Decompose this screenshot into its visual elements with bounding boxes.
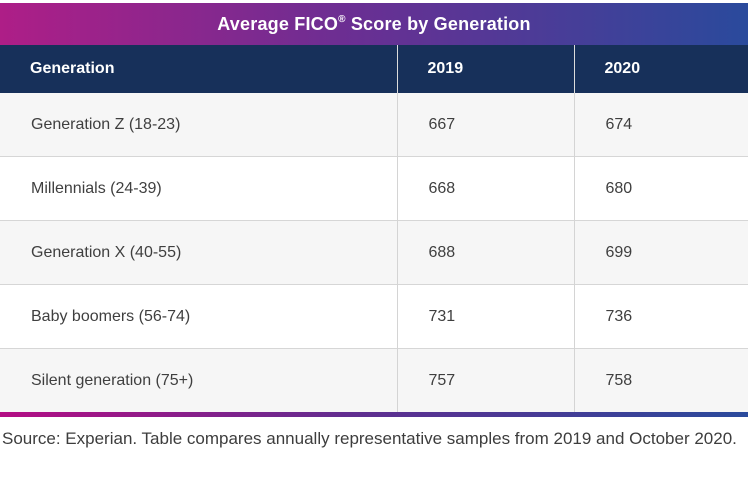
title-text-before-reg: Average FICO (217, 13, 339, 34)
source-note: Source: Experian. Table compares annuall… (2, 429, 737, 448)
generation-cell: Baby boomers (56-74) (0, 284, 397, 349)
table-row: Generation Z (18-23) 667 674 (0, 93, 748, 157)
score-2020-cell: 680 (573, 156, 748, 221)
generation-cell: Generation Z (18-23) (0, 93, 397, 157)
score-2020-cell: 758 (573, 348, 748, 412)
page-title: Average FICO® Score by Generation (217, 14, 530, 35)
table-body: Generation Z (18-23) 667 674 Millennials… (0, 93, 748, 412)
table-row: Silent generation (75+) 757 758 (0, 348, 748, 412)
col-header-2020: 2020 (573, 45, 748, 93)
score-2019-cell: 731 (396, 284, 574, 349)
table-row: Baby boomers (56-74) 731 736 (0, 284, 748, 349)
score-2019-cell: 667 (396, 93, 574, 157)
score-2020-cell: 736 (573, 284, 748, 349)
table-row: Generation X (40-55) 688 699 (0, 220, 748, 285)
score-2019-cell: 668 (396, 156, 574, 221)
gradient-accent-bar (0, 412, 748, 417)
table-header-row: Generation 2019 2020 (0, 45, 748, 93)
generation-cell: Millennials (24-39) (0, 156, 397, 221)
title-text-after-reg: Score by Generation (345, 13, 531, 34)
generation-cell: Generation X (40-55) (0, 220, 397, 285)
fico-score-table-figure: Average FICO® Score by Generation Genera… (0, 3, 748, 448)
score-2020-cell: 674 (573, 93, 748, 157)
generation-cell: Silent generation (75+) (0, 348, 397, 412)
registered-trademark-mark: ® (338, 13, 346, 25)
score-2020-cell: 699 (573, 220, 748, 285)
col-header-generation: Generation (0, 45, 397, 93)
col-header-2019: 2019 (396, 45, 574, 93)
score-2019-cell: 757 (396, 348, 574, 412)
title-band: Average FICO® Score by Generation (0, 3, 748, 45)
table-header: Generation 2019 2020 (0, 45, 748, 93)
table-row: Millennials (24-39) 668 680 (0, 156, 748, 221)
score-2019-cell: 688 (396, 220, 574, 285)
fico-score-table: Generation 2019 2020 Generation Z (18-23… (0, 45, 748, 412)
